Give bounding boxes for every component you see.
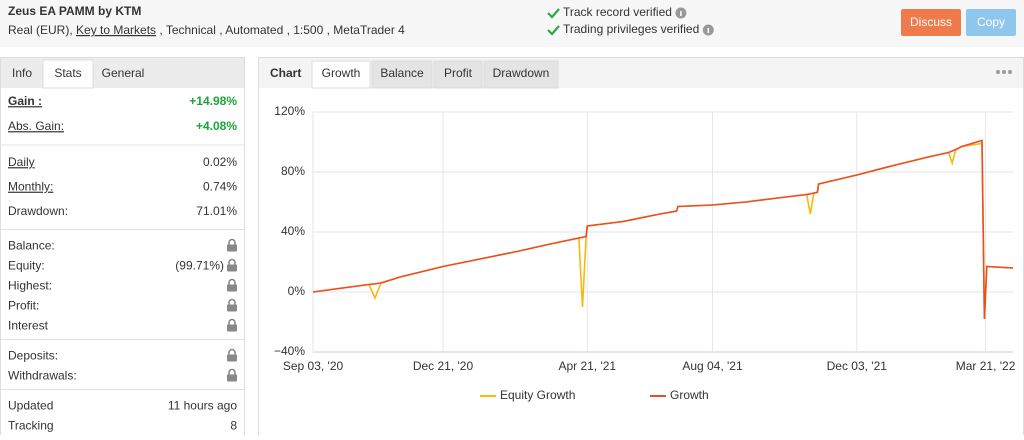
lock-body: [227, 324, 237, 332]
lock-shackle: [228, 238, 236, 245]
lock-body: [227, 284, 237, 292]
lock-icon: [227, 278, 237, 292]
left-panel: [0, 57, 245, 438]
tab[interactable]: [483, 60, 559, 89]
broker-link[interactable]: Key to Markets: [76, 23, 156, 37]
y-tick-label: 0%: [288, 284, 306, 298]
stat-label: Balance:: [8, 239, 55, 253]
left-tab-bar: [1, 58, 244, 88]
stat-label: Drawdown:: [8, 204, 68, 218]
lock-body: [227, 354, 237, 362]
chart-panel: [258, 57, 1024, 438]
lock-shackle: [228, 318, 236, 325]
verified-text: Track record verified: [563, 5, 672, 19]
lock-icon: [227, 318, 237, 332]
y-tick-label: 80%: [281, 164, 305, 178]
stat-label: Updated: [8, 399, 53, 413]
tab-label[interactable]: Info: [12, 66, 32, 80]
tab-label[interactable]: Profit: [444, 66, 473, 80]
lock-icon: [227, 238, 237, 252]
lock-shackle: [228, 348, 236, 355]
lock-shackle: [228, 368, 236, 375]
stat-value: 71.01%: [196, 204, 237, 218]
stat-label: Gain :: [8, 94, 42, 108]
stat-value: +4.08%: [196, 119, 237, 133]
tab-selected: [42, 59, 94, 89]
lock-shackle: [228, 298, 236, 305]
more-menu[interactable]: [996, 70, 1012, 74]
stat-value: (99.71%): [175, 259, 224, 273]
x-tick-label: Dec 21, '20: [413, 359, 474, 373]
check-icon: [547, 25, 560, 36]
x-tick-label: Sep 03, '20: [283, 359, 344, 373]
check-icon: [547, 8, 560, 19]
stat-label: Daily: [8, 155, 35, 169]
stat-label: Equity:: [8, 259, 45, 273]
stat-label: Monthly:: [8, 180, 53, 194]
legend-label[interactable]: Equity Growth: [500, 388, 575, 402]
legend-label[interactable]: Growth: [670, 388, 709, 402]
tab-label[interactable]: General: [102, 66, 145, 80]
title: Zeus EA PAMM by KTM: [8, 4, 141, 18]
lock-body: [227, 264, 237, 272]
stat-label: Withdrawals:: [8, 369, 77, 383]
stat-value: 0.02%: [203, 155, 237, 169]
tab[interactable]: [433, 60, 483, 89]
lock-icon: [227, 258, 237, 272]
lock-icon: [227, 298, 237, 312]
lock-body: [227, 374, 237, 382]
lock-icon: [227, 368, 237, 382]
x-tick-label: Dec 03, '21: [827, 359, 888, 373]
line-series: [312, 139, 1014, 320]
lock-shackle: [228, 278, 236, 285]
tab[interactable]: [371, 60, 433, 89]
subtitle-text: Real (EUR),: [8, 23, 76, 37]
button[interactable]: [901, 9, 961, 36]
button-label[interactable]: Discuss: [910, 15, 952, 29]
stat-value: 11 hours ago: [168, 399, 237, 413]
chart-tab-title: Chart: [270, 66, 301, 80]
stat-value: 8: [230, 419, 237, 433]
stat-label: Highest:: [8, 279, 52, 293]
subtitle: Real (EUR), Key to Markets , Technical ,…: [8, 23, 405, 37]
tab-selected[interactable]: [311, 60, 371, 89]
lock-body: [227, 244, 237, 252]
tab-label[interactable]: Balance: [380, 66, 424, 80]
stat-label: Tracking: [8, 419, 54, 433]
y-tick-label: −40%: [274, 344, 305, 358]
y-tick-label: 40%: [281, 224, 305, 238]
x-tick-label: Aug 04, '21: [682, 359, 743, 373]
tab-label[interactable]: Growth: [322, 66, 361, 80]
stat-value: +14.98%: [189, 94, 237, 108]
x-tick-label: Apr 21, '21: [558, 359, 616, 373]
stat-label: Profit:: [8, 299, 39, 313]
tab-label[interactable]: Drawdown: [493, 66, 550, 80]
button-label[interactable]: Copy: [977, 15, 1005, 29]
stat-value: 0.74%: [203, 180, 237, 194]
header-bg: [0, 0, 1024, 47]
lock-shackle: [228, 258, 236, 265]
x-tick-label: Mar 21, '22: [956, 359, 1016, 373]
subtitle-text: , Technical , Automated , 1:500 , MetaTr…: [156, 23, 405, 37]
lock-icon: [227, 348, 237, 362]
stat-label: Interest: [8, 319, 49, 333]
verified-text: Trading privileges verified: [563, 22, 699, 36]
stat-label: Abs. Gain:: [8, 119, 64, 133]
button[interactable]: [966, 9, 1016, 36]
lock-body: [227, 304, 237, 312]
y-tick-label: 120%: [274, 104, 305, 118]
tab-label[interactable]: Stats: [54, 66, 81, 80]
stat-label: Deposits:: [8, 349, 58, 363]
